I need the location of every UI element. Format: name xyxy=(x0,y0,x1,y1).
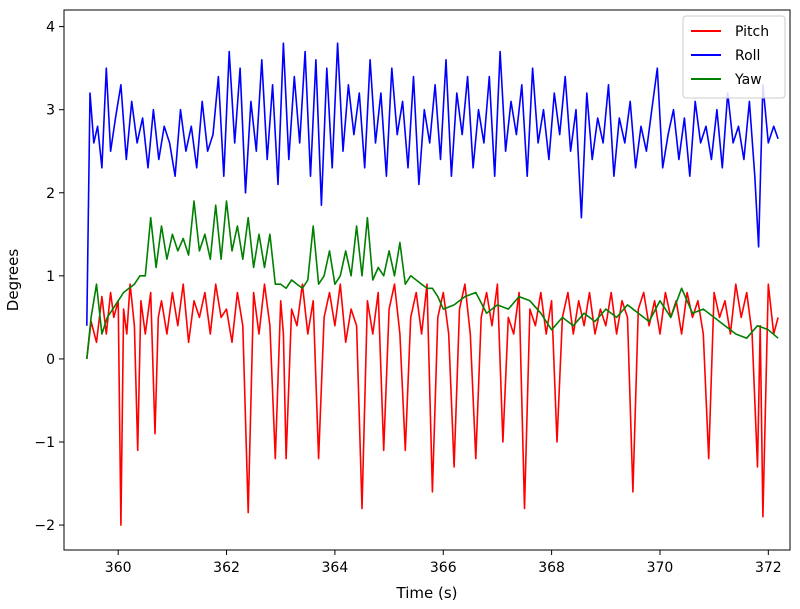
legend: Pitch Roll Yaw xyxy=(682,15,786,99)
y-tick-label: 4 xyxy=(46,20,55,36)
y-axis-label: Degrees xyxy=(4,249,22,312)
series-line-pitch xyxy=(86,283,779,526)
legend-box xyxy=(682,15,786,99)
legend-label-roll: Roll xyxy=(735,48,760,64)
legend-label-yaw: Yaw xyxy=(734,72,762,88)
plot-frame xyxy=(63,9,791,551)
series-line-roll xyxy=(86,42,779,326)
y-tick-label: −1 xyxy=(34,435,55,451)
x-tick-label: 362 xyxy=(213,560,240,576)
y-tick-label: 0 xyxy=(46,352,55,368)
x-tick-label: 366 xyxy=(430,560,457,576)
plot-lines xyxy=(86,42,779,526)
y-tick-label: 3 xyxy=(46,103,55,119)
x-tick-label: 370 xyxy=(647,560,674,576)
x-axis-label: Time (s) xyxy=(396,584,458,602)
legend-label-pitch: Pitch xyxy=(735,24,769,40)
y-tick-label: 1 xyxy=(46,269,55,285)
x-tick-label: 372 xyxy=(755,560,782,576)
x-tick-label: 364 xyxy=(322,560,349,576)
y-tick-label: −2 xyxy=(34,518,55,534)
x-axis-ticks: 360 362 364 366 368 370 372 xyxy=(105,550,782,576)
y-tick-label: 2 xyxy=(46,186,55,202)
x-tick-label: 360 xyxy=(105,560,132,576)
series-line-yaw xyxy=(86,200,779,359)
y-axis-ticks: −2 −1 0 1 2 3 4 xyxy=(34,20,64,534)
x-tick-label: 368 xyxy=(538,560,565,576)
